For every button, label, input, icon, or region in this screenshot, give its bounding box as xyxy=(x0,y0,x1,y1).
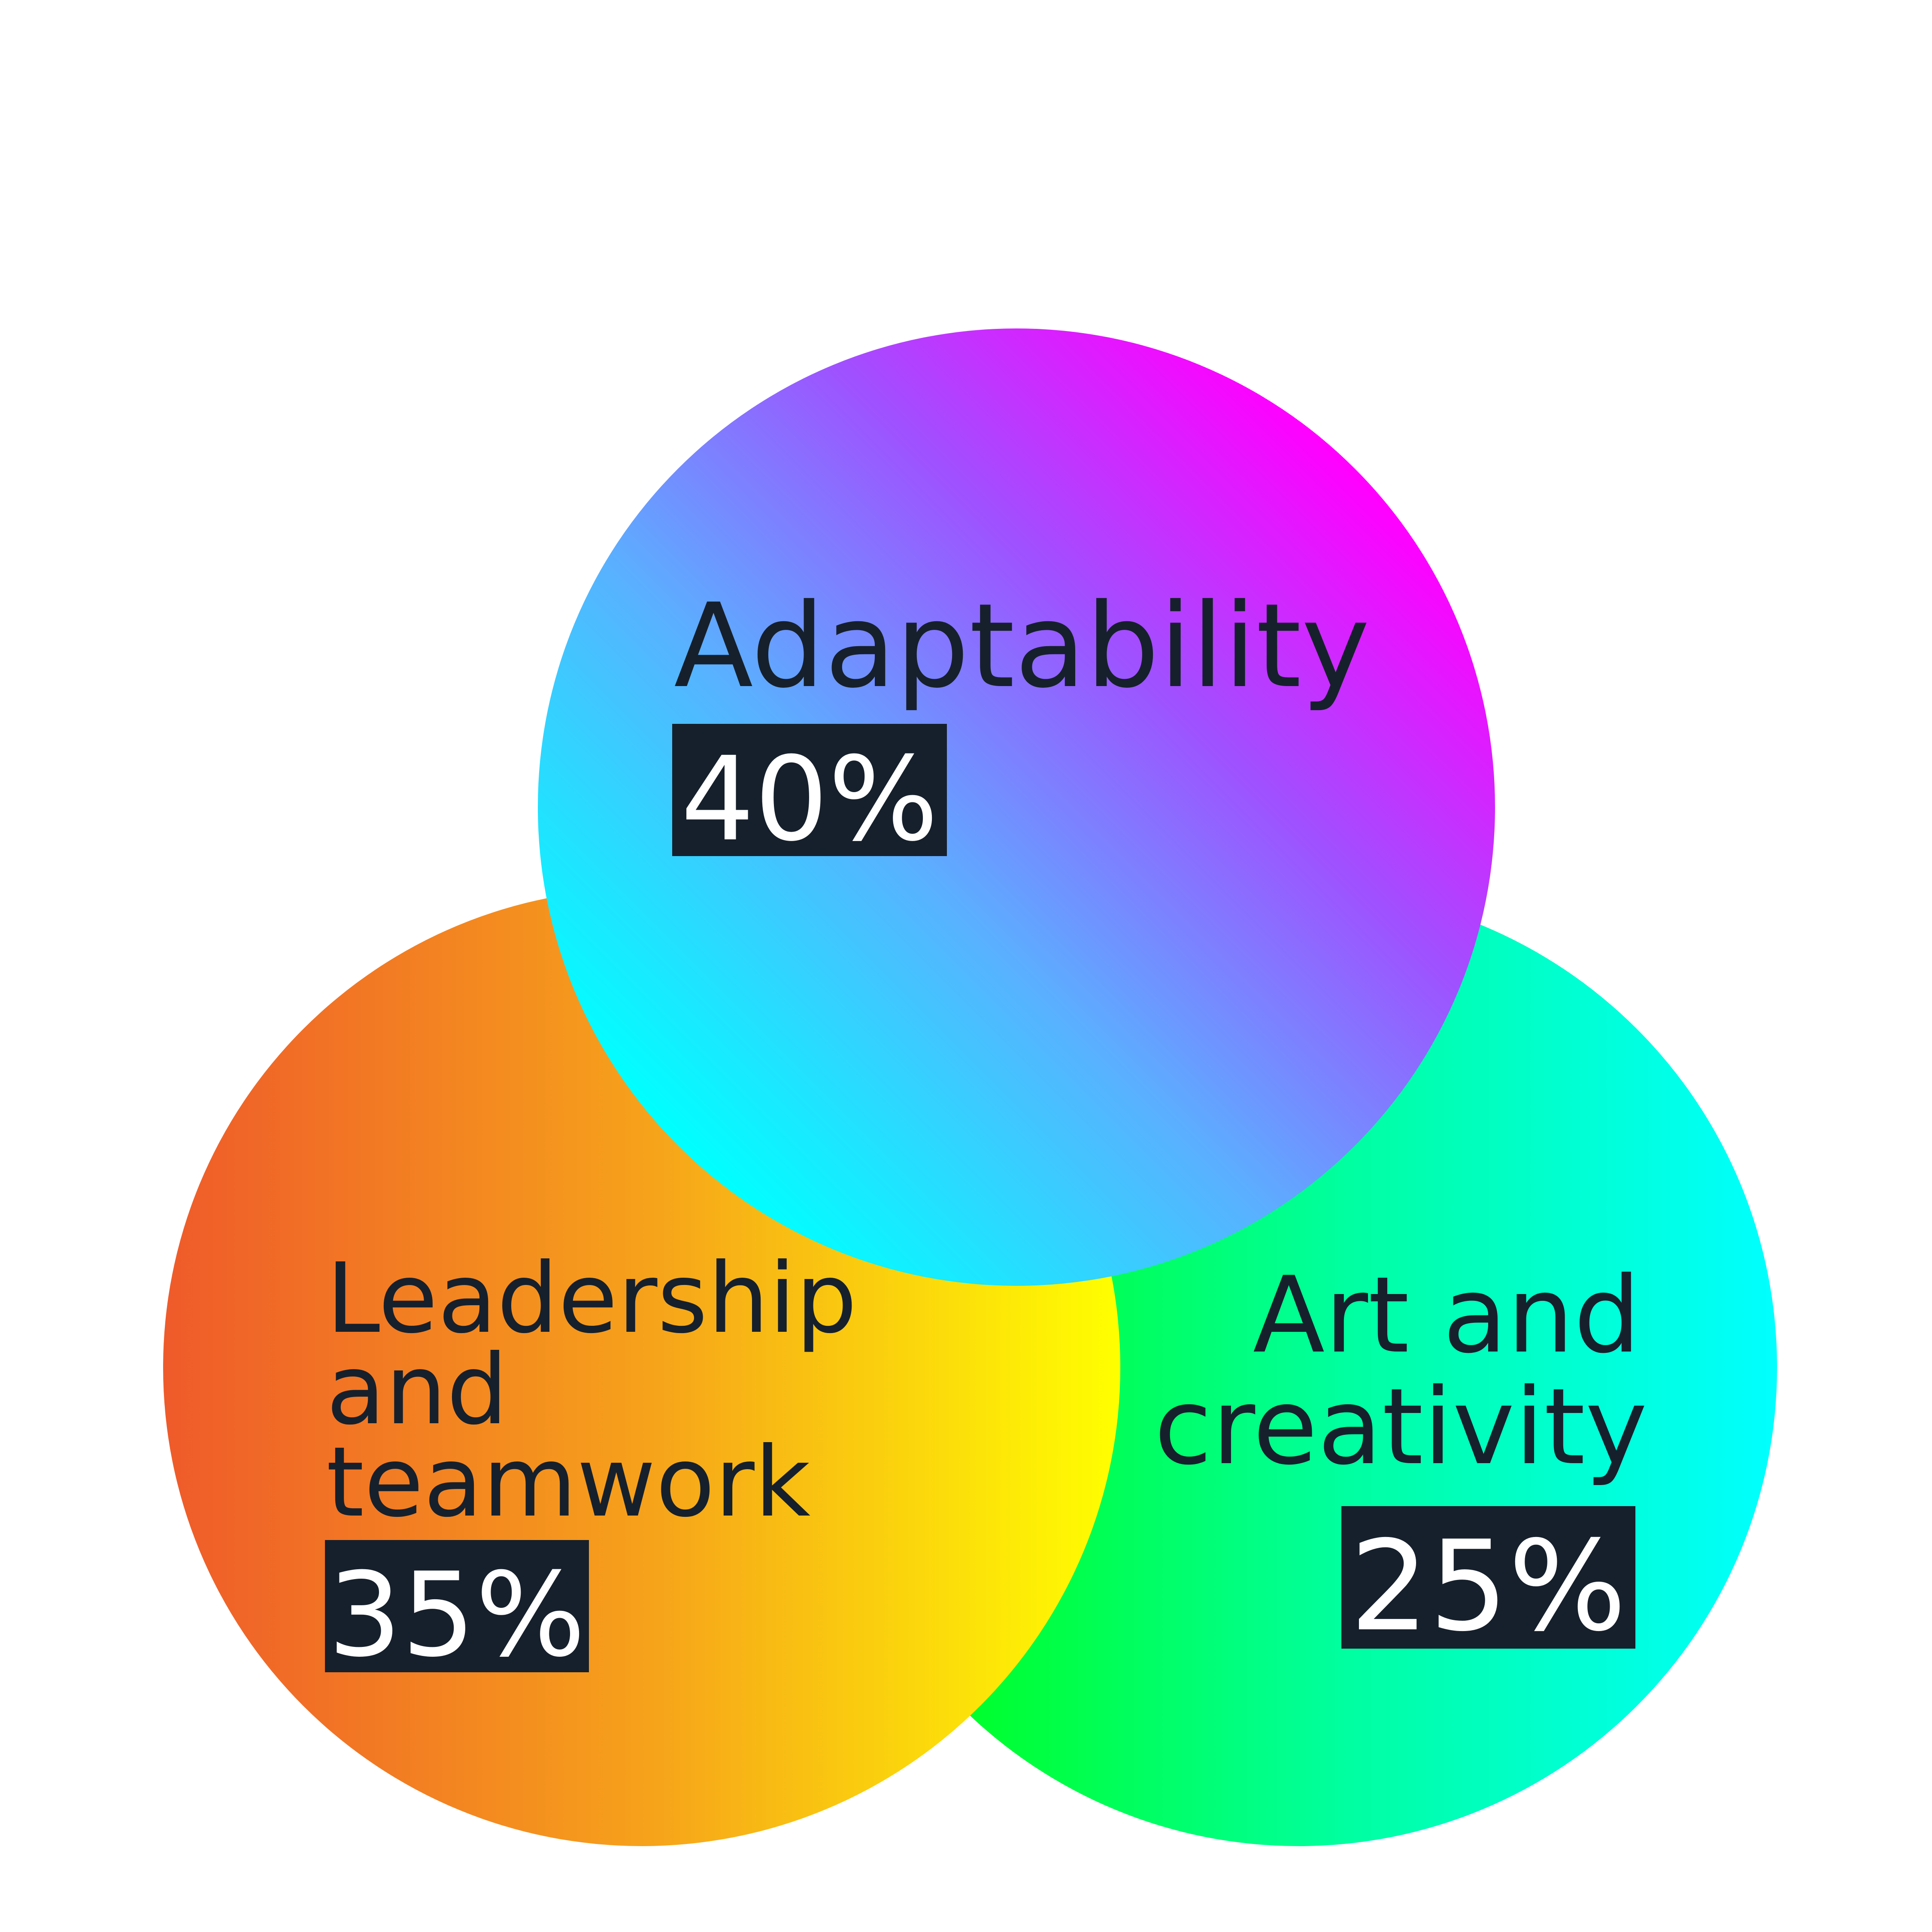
leadership-label-line-3: teamwork xyxy=(326,1426,810,1539)
adaptability-label-group: Adaptability 40% xyxy=(672,578,1370,867)
leadership-label-line-1: Leadership xyxy=(326,1242,857,1355)
adaptability-circle xyxy=(538,328,1495,1286)
art-creativity-label-group: Art and creativity 25% xyxy=(1154,1254,1647,1659)
adaptability-percent: 40% xyxy=(681,732,938,867)
art-creativity-percent: 25% xyxy=(1350,1514,1627,1659)
leadership-label-line-2: and xyxy=(326,1334,508,1446)
art-creativity-percent-box xyxy=(1341,1506,1635,1649)
adaptability-label: Adaptability xyxy=(674,578,1370,714)
leadership-percent: 35% xyxy=(328,1547,585,1683)
leadership-percent-box xyxy=(325,1540,589,1672)
art-creativity-label-line-1: Art and xyxy=(1253,1254,1641,1376)
art-creativity-label-line-2: creativity xyxy=(1154,1366,1647,1488)
adaptability-percent-box xyxy=(672,724,947,856)
leadership-label-group: Leadership and teamwork 35% xyxy=(325,1242,857,1683)
